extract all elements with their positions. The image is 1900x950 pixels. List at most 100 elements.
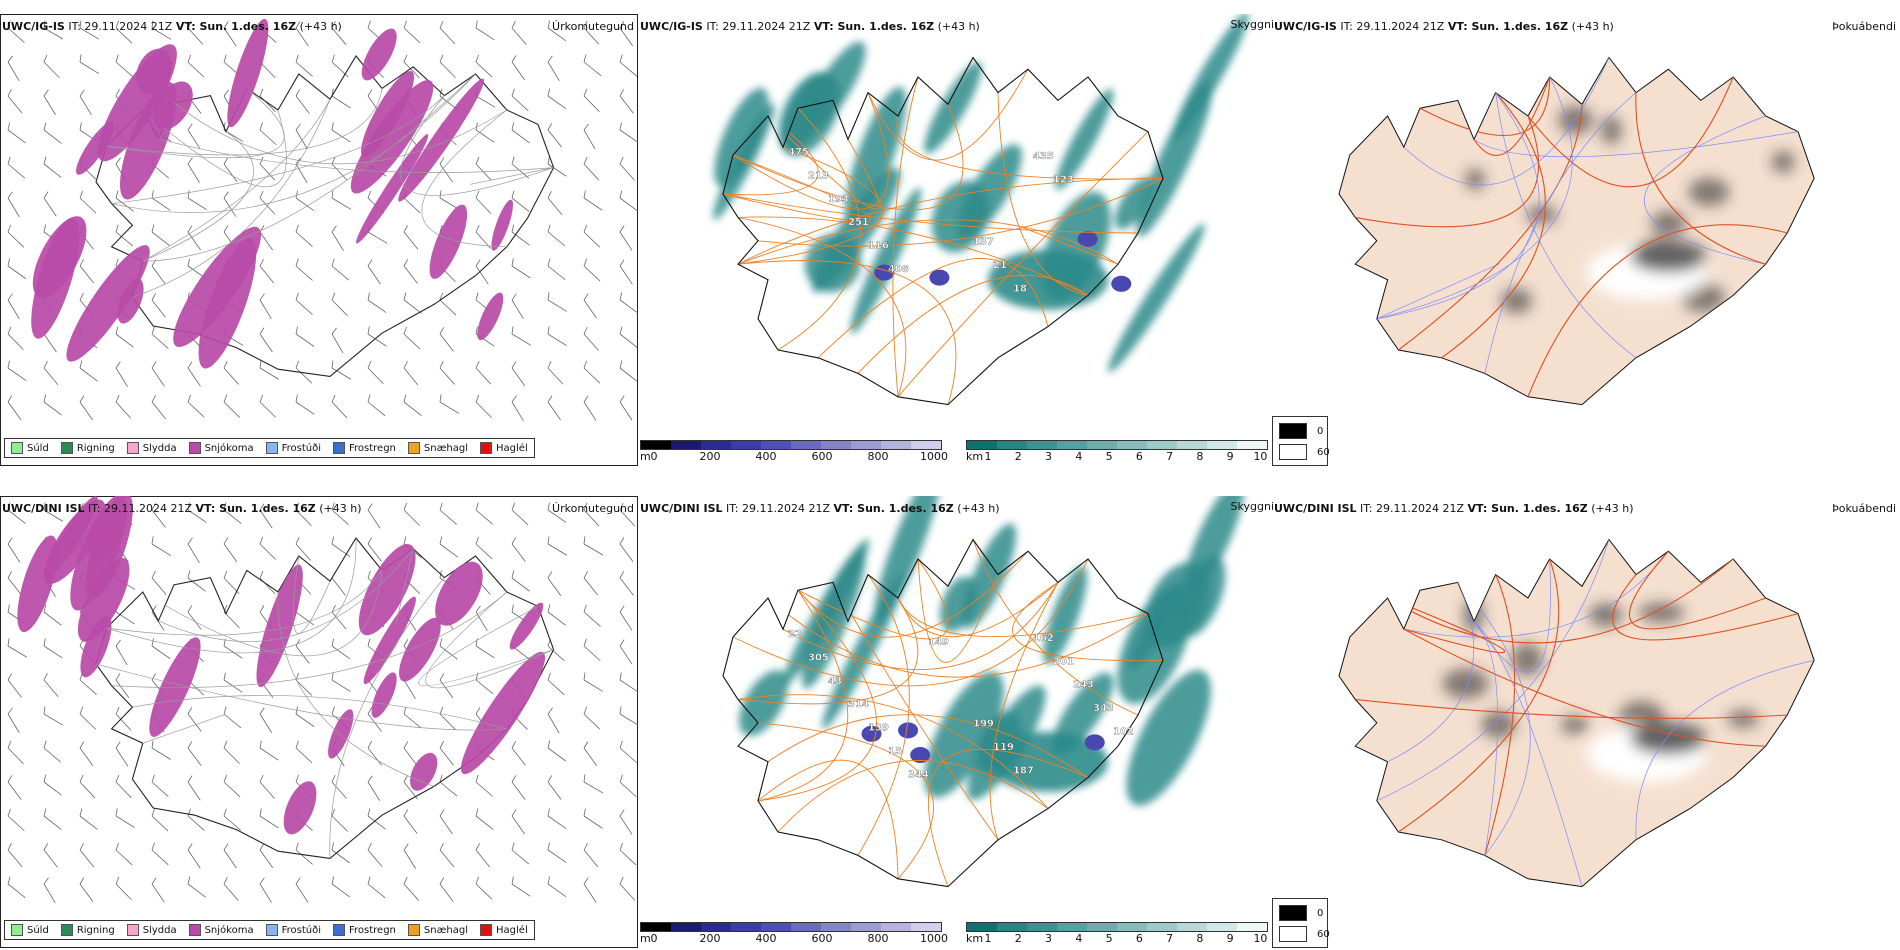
wind-barb xyxy=(475,536,493,560)
low-visibility-area xyxy=(988,249,1108,310)
snow-area xyxy=(410,752,438,791)
wind-barb xyxy=(547,224,566,247)
snow-area xyxy=(227,18,269,128)
road-line xyxy=(1403,628,1766,747)
road-line xyxy=(111,73,476,213)
wind-barb xyxy=(583,604,601,627)
road-line xyxy=(96,663,507,731)
wind-barb xyxy=(115,842,133,866)
wind-barb xyxy=(151,536,171,556)
road-line xyxy=(142,570,383,657)
snow-area xyxy=(361,28,397,81)
ceiling-value-label: 213 xyxy=(808,170,829,181)
wind-barb xyxy=(439,360,455,385)
colorbar-tick: 7 xyxy=(1166,450,1174,463)
wind-barb xyxy=(583,571,599,596)
wind-barb xyxy=(187,775,201,801)
road-line xyxy=(927,748,1089,887)
road-line xyxy=(421,109,508,248)
wind-barb xyxy=(259,225,273,251)
snow-area xyxy=(358,543,416,636)
wind-barb xyxy=(295,326,315,347)
road-line xyxy=(767,115,880,210)
row1-precip-label: Úrkomutegund xyxy=(552,20,634,33)
legend-label: Haglél xyxy=(496,924,528,936)
wind-barb xyxy=(151,395,167,420)
wind-barb xyxy=(43,20,64,40)
road-line xyxy=(737,216,907,397)
ceiling-value-label: 139 xyxy=(868,723,889,734)
colorbar-unit: km xyxy=(966,450,984,463)
snow-area xyxy=(77,557,130,642)
wind-barb xyxy=(547,536,568,556)
wind-barb xyxy=(43,673,59,698)
wind-barb xyxy=(151,570,167,595)
legend-item: Slydda xyxy=(126,924,177,936)
road-line xyxy=(1441,92,1546,359)
colorbar-tick: 3 xyxy=(1045,450,1053,463)
road-line xyxy=(897,597,1149,638)
legend-swatch xyxy=(11,442,23,454)
colorbar-tick: 8 xyxy=(1196,450,1204,463)
coastline xyxy=(95,55,555,377)
fog-legend-swatch-black xyxy=(1279,905,1307,921)
fog-legend-low: 0 xyxy=(1317,425,1324,437)
legend-swatch xyxy=(407,442,420,454)
wind-barb xyxy=(619,225,633,251)
ceiling-value-label: 344 xyxy=(908,769,929,780)
road-line xyxy=(782,582,1059,670)
wind-barb xyxy=(79,360,98,382)
wind-barb xyxy=(43,122,62,144)
wind-barb xyxy=(187,843,201,869)
wind-barb xyxy=(511,395,524,421)
legend-item: Frostúði xyxy=(265,442,321,454)
road-line xyxy=(892,76,919,397)
low-ceiling-area xyxy=(1111,275,1132,292)
legend-label: Frostúði xyxy=(281,924,321,936)
legend-label: Súld xyxy=(27,924,49,936)
low-ceiling-area xyxy=(1084,734,1105,751)
river-line xyxy=(1484,92,1637,374)
legend-label: Frostregn xyxy=(349,442,396,454)
wind-barb xyxy=(43,706,64,726)
road-line xyxy=(111,95,445,204)
low-visibility-area xyxy=(1117,587,1192,704)
coastline xyxy=(722,56,1164,406)
snow-area xyxy=(117,278,144,324)
wind-barb xyxy=(583,741,598,767)
wind-barb xyxy=(43,89,56,115)
road-line xyxy=(1628,550,1766,630)
wind-barb xyxy=(259,808,279,829)
road-line xyxy=(917,558,999,663)
wind-barb xyxy=(583,808,603,829)
wind-barb xyxy=(403,502,420,526)
wind-barb xyxy=(583,706,601,730)
fog-signal xyxy=(1630,240,1707,273)
low-visibility-area xyxy=(1177,555,1226,637)
snow-area xyxy=(399,617,441,682)
road-line xyxy=(737,219,1119,265)
wind-barb xyxy=(115,741,129,767)
legend-swatch xyxy=(126,924,139,936)
fog-signal xyxy=(1771,150,1795,174)
road-line xyxy=(767,714,1089,778)
wind-barb xyxy=(7,360,27,381)
snow-area xyxy=(86,517,120,557)
wind-barb xyxy=(583,326,599,351)
ceiling-value-label: 123 xyxy=(1053,174,1074,185)
wind-barb xyxy=(223,21,237,47)
road-line xyxy=(1473,76,1551,156)
wind-barb xyxy=(619,122,638,143)
wind-barb xyxy=(295,224,313,247)
wind-barb xyxy=(331,536,351,557)
wind-barb xyxy=(115,190,134,212)
snow-area xyxy=(43,496,98,580)
wind-barb xyxy=(7,122,26,144)
wind-barb xyxy=(259,707,273,733)
wind-barb xyxy=(583,672,604,692)
wind-barb xyxy=(115,326,134,348)
wind-barb xyxy=(583,293,597,319)
wind-barb xyxy=(475,360,492,385)
wind-barb xyxy=(295,89,310,114)
colorbar-tick: 0 xyxy=(650,932,658,945)
